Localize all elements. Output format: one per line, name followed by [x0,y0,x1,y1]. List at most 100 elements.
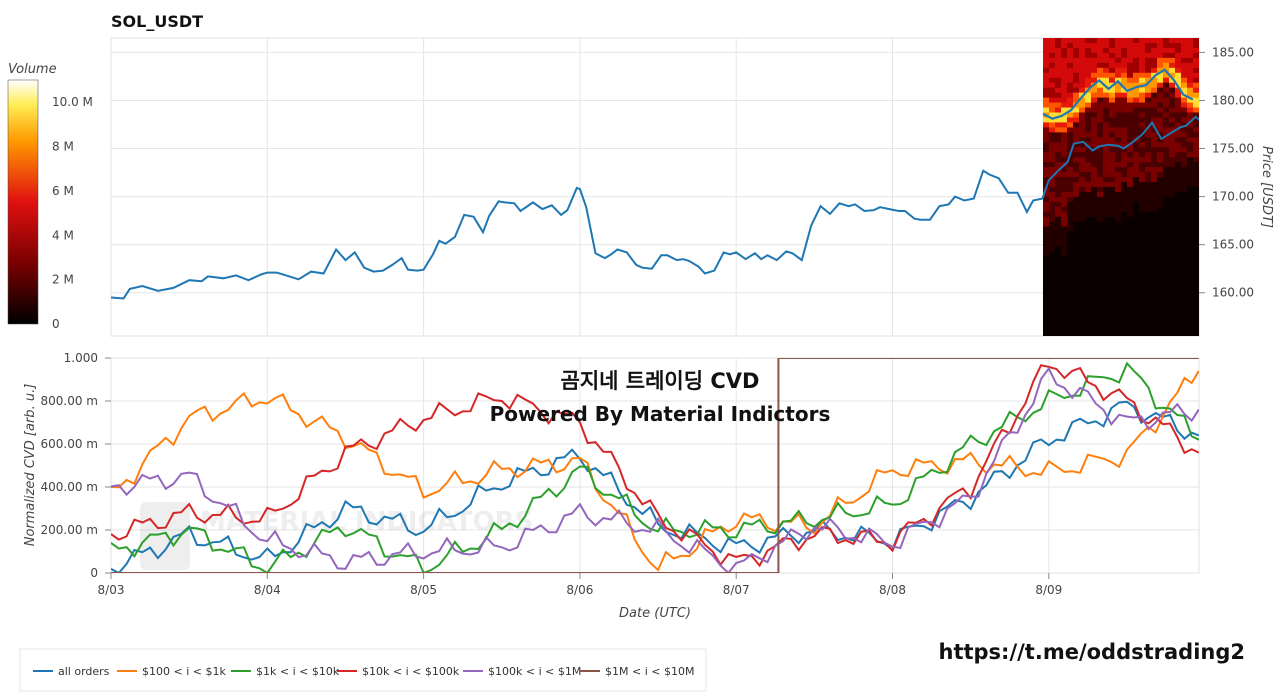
heatmap-cell [1043,226,1050,233]
heatmap-cell [1097,306,1104,312]
heatmap-cell [1181,82,1188,89]
heatmap-cell [1097,67,1104,74]
heatmap-cell [1175,231,1182,238]
heatmap-cell [1121,251,1128,257]
heatmap-cell [1163,306,1170,312]
price-tick-label: 170.00 [1212,190,1254,204]
heatmap-cell [1103,147,1110,153]
heatmap-cell [1079,236,1086,243]
heatmap-cell [1169,62,1176,69]
colorbar-tick-label: 10.0 M [52,95,93,109]
heatmap-cell [1079,152,1086,158]
heatmap-cell [1127,172,1134,178]
heatmap-cell [1097,47,1104,54]
heatmap-cell [1139,286,1146,292]
price-tick-label: 165.00 [1212,238,1254,252]
heatmap-cell [1187,321,1194,327]
heatmap-cell [1097,271,1104,277]
heatmap-cell [1175,196,1182,203]
heatmap-cell [1079,261,1086,267]
heatmap-cell [1187,38,1194,44]
heatmap-cell [1115,167,1122,173]
heatmap-cell [1193,122,1199,128]
heatmap-cell [1067,127,1074,133]
heatmap-cell [1157,231,1164,238]
heatmap-cell [1193,221,1199,228]
heatmap-cell [1115,157,1122,163]
heatmap-cell [1169,191,1176,198]
heatmap-cell [1175,72,1182,79]
heatmap-cell [1187,261,1194,267]
heatmap-cell [1181,172,1188,178]
heatmap-cell [1175,271,1182,277]
heatmap-cell [1055,97,1062,103]
heatmap-cell [1055,127,1062,133]
heatmap-cell [1091,172,1098,178]
heatmap-cell [1067,42,1074,49]
heatmap-cell [1133,321,1140,327]
heatmap-cell [1145,226,1152,233]
heatmap-cell [1115,42,1122,49]
heatmap-cell [1133,117,1140,123]
heatmap-cell [1073,112,1080,118]
telegram-link[interactable]: https://t.me/oddstrading2 [939,640,1246,664]
heatmap-cell [1043,281,1050,287]
heatmap-cell [1121,281,1128,287]
heatmap-cell [1133,226,1140,233]
heatmap-cell [1079,206,1086,213]
heatmap-cell [1067,231,1074,238]
heatmap-cell [1187,112,1194,118]
heatmap-cell [1061,187,1068,193]
heatmap-cell [1103,187,1110,193]
heatmap-cell [1049,182,1056,188]
heatmap-cell [1169,112,1176,118]
heatmap-cell [1145,77,1152,84]
heatmap-cell [1127,286,1134,292]
heatmap-cell [1079,316,1086,322]
price-line [111,115,1199,300]
heatmap-cell [1157,311,1164,317]
heatmap-cell [1151,236,1158,243]
heatmap-cell [1157,137,1164,143]
heatmap-cell [1061,182,1068,188]
heatmap-cell [1055,331,1062,336]
heatmap-cell [1187,211,1194,218]
heatmap-cell [1163,321,1170,327]
heatmap-cell [1055,286,1062,292]
heatmap-cell [1091,251,1098,257]
colorbar-gradient [7,79,39,325]
heatmap-cell [1127,266,1134,272]
heatmap-cell [1073,191,1080,198]
heatmap-cell [1055,182,1062,188]
heatmap-cell [1175,87,1182,94]
heatmap-cell [1073,87,1080,94]
heatmap-cell [1079,127,1086,133]
heatmap-cell [1193,172,1199,178]
heatmap-cell [1175,206,1182,213]
heatmap-cell [1157,152,1164,158]
price-tick-label: 175.00 [1212,142,1254,156]
heatmap-cell [1085,221,1092,228]
heatmap-cell [1121,167,1128,173]
heatmap-cell [1049,261,1056,267]
heatmap-cell [1091,187,1098,193]
heatmap-cell [1055,42,1062,49]
heatmap-cell [1055,226,1062,233]
heatmap-cell [1157,296,1164,302]
heatmap-cell [1145,246,1152,252]
heatmap-cell [1079,196,1086,203]
heatmap-cell [1121,57,1128,64]
heatmap-cell [1043,42,1050,49]
heatmap-cell [1109,77,1116,84]
heatmap-cell [1049,97,1056,103]
heatmap-cell [1133,152,1140,158]
heatmap-cell [1157,67,1164,74]
heatmap-cell [1103,191,1110,198]
heatmap-cell [1085,142,1092,148]
heatmap-cell [1085,291,1092,297]
heatmap-cell [1163,206,1170,213]
heatmap-cell [1067,172,1074,178]
heatmap-cell [1049,246,1056,252]
heatmap-cell [1139,67,1146,74]
heatmap-cell [1043,276,1050,282]
